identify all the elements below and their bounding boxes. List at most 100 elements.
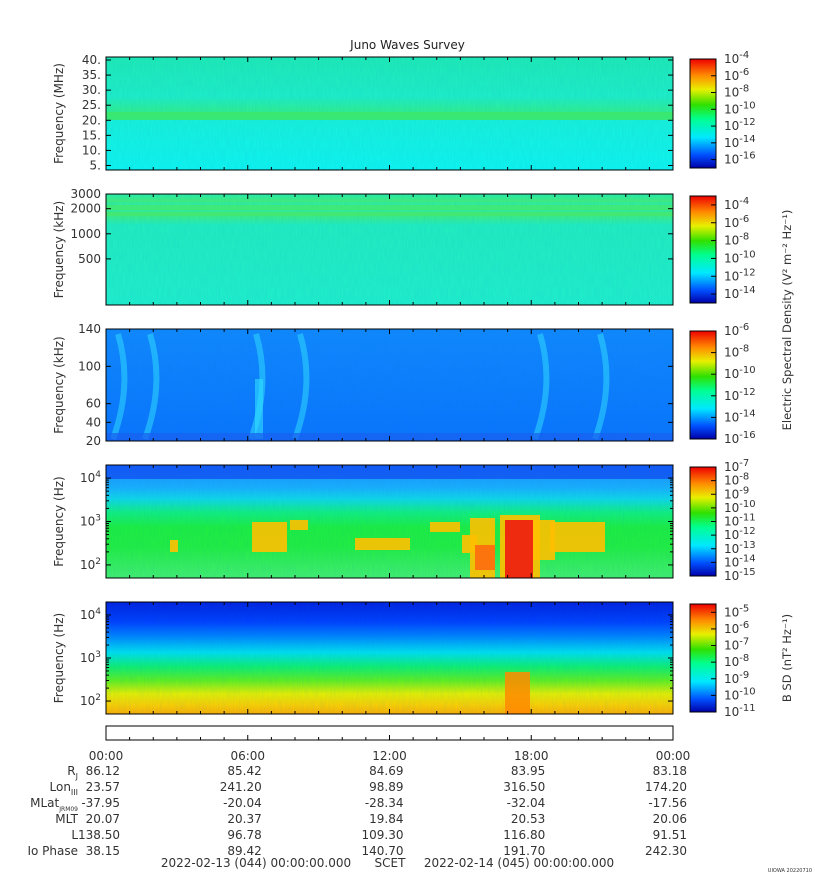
colorbar-tick-label: 10-7 [724, 458, 749, 474]
emission-streak-5 [532, 333, 550, 441]
colorbar-tick-label: 10-5 [724, 603, 749, 619]
ephemeris-value: 91.51 [653, 828, 687, 842]
emission-hotspot-2 [252, 522, 287, 552]
emission-column [255, 379, 263, 439]
y-tick-label: 140 [78, 322, 101, 336]
emission-hotspot-10 [550, 522, 605, 552]
spectrogram-texture-5 [106, 602, 673, 714]
colorbar-tick-label: 10-10 [724, 365, 756, 381]
colorbar-tick-label: 10-11 [724, 513, 756, 529]
y-tick-label: 10. [82, 143, 101, 157]
y-tick-label: 20 [86, 434, 101, 448]
ephemeris-value: -37.95 [81, 796, 120, 810]
x-tick-label: 00:00 [89, 749, 124, 763]
colorbar-title-magnetic: B SD (nT² Hz⁻¹) [780, 614, 794, 702]
y-tick-label: 104 [80, 470, 101, 485]
emission-streak-6 [592, 333, 610, 441]
y-tick-label: 104 [80, 607, 101, 622]
colorbar-tick-label: 10-7 [724, 637, 749, 653]
ephemeris-label: MLT [55, 812, 78, 826]
colorbar-tick-label: 10-12 [724, 387, 756, 403]
y-tick-label: 3000 [70, 187, 101, 201]
ephemeris-value: -28.34 [365, 796, 404, 810]
x-tick-label: 00:00 [656, 749, 691, 763]
colorbar-tick-label: 10-10 [724, 499, 756, 515]
y-tick-label: 102 [80, 557, 101, 572]
spectrogram-texture-3 [106, 329, 673, 441]
ephemeris-value: 96.78 [227, 828, 261, 842]
colorbar-tick-label: 10-14 [724, 408, 756, 424]
y-tick-label: 103 [80, 650, 101, 665]
colorbar-1 [689, 58, 717, 169]
colorbar-tick-label: 10-12 [724, 526, 756, 542]
emission-streak-1 [110, 333, 128, 441]
ephemeris-value: -20.04 [223, 796, 262, 810]
ephemeris-value: 86.12 [86, 764, 120, 778]
scet-label: SCET [375, 856, 407, 870]
ephemeris-value: 140.70 [362, 844, 404, 858]
colorbar-tick-label: 10-9 [724, 485, 749, 501]
ephemeris-value: 84.69 [369, 764, 403, 778]
ephemeris-value: 98.89 [369, 780, 403, 794]
ephemeris-value: 191.70 [503, 844, 545, 858]
colorbar-tick-label: 10-15 [724, 567, 756, 583]
y-tick-label: 15. [82, 128, 101, 142]
band-20mhz [106, 112, 673, 120]
colorbar-tick-label: 10-4 [724, 50, 749, 66]
ephemeris-value: 138.50 [78, 828, 120, 842]
ephemeris-value: 241.20 [220, 780, 262, 794]
colorbar-tick-label: 10-13 [724, 540, 756, 556]
start-time-label: 2022-02-13 (044) 00:00:00.000 [161, 856, 351, 870]
emission-red-patch [475, 545, 495, 570]
colorbar-tick-label: 10-12 [724, 267, 756, 283]
ephemeris-value: 83.95 [511, 764, 545, 778]
y-tick-label: 40 [86, 415, 101, 429]
x-tick-label: 18:00 [514, 749, 549, 763]
y-tick-label: 500 [78, 252, 101, 266]
x-tick-label: 12:00 [372, 749, 407, 763]
emission-peak [505, 520, 533, 578]
colorbar-tick-label: 10-14 [724, 285, 756, 301]
emission-hotspot-3 [290, 520, 308, 530]
emission-hotspot-5 [430, 522, 460, 532]
colorbar-3 [689, 330, 717, 440]
ephemeris-value: -32.04 [507, 796, 546, 810]
colorbar-tick-label: 10-10 [724, 100, 756, 116]
chart-title: Juno Waves Survey [350, 38, 465, 52]
colorbar-2 [689, 195, 717, 304]
spectrogram-texture-2 [106, 194, 673, 305]
y-tick-label: 30. [82, 83, 101, 97]
colorbar-tick-label: 10-4 [724, 196, 749, 212]
ephemeris-value: 20.06 [653, 812, 687, 826]
colorbar-tick-label: 10-6 [724, 620, 749, 636]
emission-hotspot-1 [170, 540, 178, 552]
ephemeris-value: 242.30 [645, 844, 687, 858]
emission-streak-4 [292, 333, 310, 441]
y-tick-label: 2000 [70, 202, 101, 216]
colorbar-tick-label: 10-10 [724, 686, 756, 702]
y-axis-label: Frequency (Hz) [52, 613, 66, 704]
credit-label: UIOWA 20220710 [768, 868, 812, 874]
colorbar-tick-label: 10-8 [724, 653, 749, 669]
ephemeris-value: 23.57 [86, 780, 120, 794]
colorbar-tick-label: 10-16 [724, 430, 756, 446]
ephemeris-value: 20.37 [227, 812, 261, 826]
y-tick-label: 102 [80, 693, 101, 708]
y-tick-label: 60 [86, 397, 101, 411]
ephemeris-value: 83.18 [653, 764, 687, 778]
magnetic-burst [505, 672, 530, 714]
colorbar-tick-label: 10-8 [724, 344, 749, 360]
ephemeris-value: 20.07 [86, 812, 120, 826]
ephemeris-value: 109.30 [362, 828, 404, 842]
ephemeris-value: -17.56 [648, 796, 687, 810]
colorbar-tick-label: 10-6 [724, 67, 749, 83]
colorbar-tick-label: 10-8 [724, 472, 749, 488]
ephemeris-value: 174.20 [645, 780, 687, 794]
ephemeris-label: RJ [67, 764, 78, 781]
y-axis-label: Frequency (kHz) [52, 336, 66, 433]
ephemeris-value: 116.80 [503, 828, 545, 842]
ephemeris-label: Io Phase [27, 844, 78, 858]
colorbar-tick-label: 10-12 [724, 117, 756, 133]
y-tick-label: 1000 [70, 227, 101, 241]
colorbar-tick-label: 10-10 [724, 249, 756, 265]
